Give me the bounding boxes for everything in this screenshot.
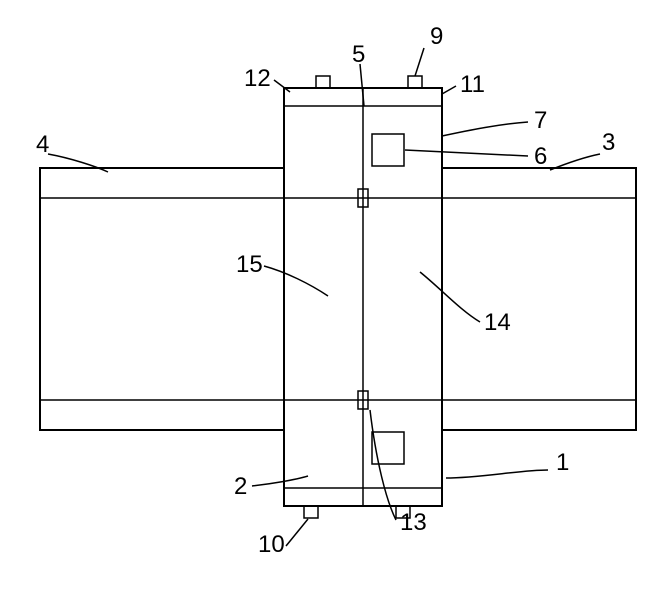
label-11: 11	[460, 71, 485, 98]
tab-bottom-left	[304, 506, 318, 518]
label-12: 12	[244, 65, 271, 92]
small-box-bottom	[372, 432, 404, 464]
leader-15	[264, 266, 328, 296]
tab-top-right	[408, 76, 422, 88]
label-2: 2	[234, 473, 247, 500]
label-3: 3	[602, 129, 615, 156]
leader-7	[442, 122, 528, 136]
leader-11	[442, 86, 456, 94]
leader-14	[420, 272, 480, 322]
label-1: 1	[556, 449, 569, 476]
label-7: 7	[534, 107, 547, 134]
leader-5	[360, 64, 364, 106]
leader-1	[446, 470, 548, 478]
label-4: 4	[36, 131, 49, 158]
leader-6	[405, 150, 528, 156]
leader-4	[48, 154, 108, 172]
tab-top-left	[316, 76, 330, 88]
label-5: 5	[352, 41, 365, 68]
leader-2	[252, 476, 308, 486]
label-10: 10	[258, 531, 285, 558]
leader-12	[274, 80, 290, 92]
diagram-canvas: 12345679101112131415	[0, 0, 662, 599]
small-box-top	[372, 134, 404, 166]
leader-13	[370, 410, 396, 520]
label-6: 6	[534, 143, 547, 170]
leader-9	[415, 48, 424, 76]
label-15: 15	[236, 251, 263, 278]
label-13: 13	[400, 509, 427, 536]
label-14: 14	[484, 309, 511, 336]
leader-10	[286, 519, 308, 546]
right-flange	[442, 168, 636, 430]
label-9: 9	[430, 23, 443, 50]
left-flange	[40, 168, 284, 430]
